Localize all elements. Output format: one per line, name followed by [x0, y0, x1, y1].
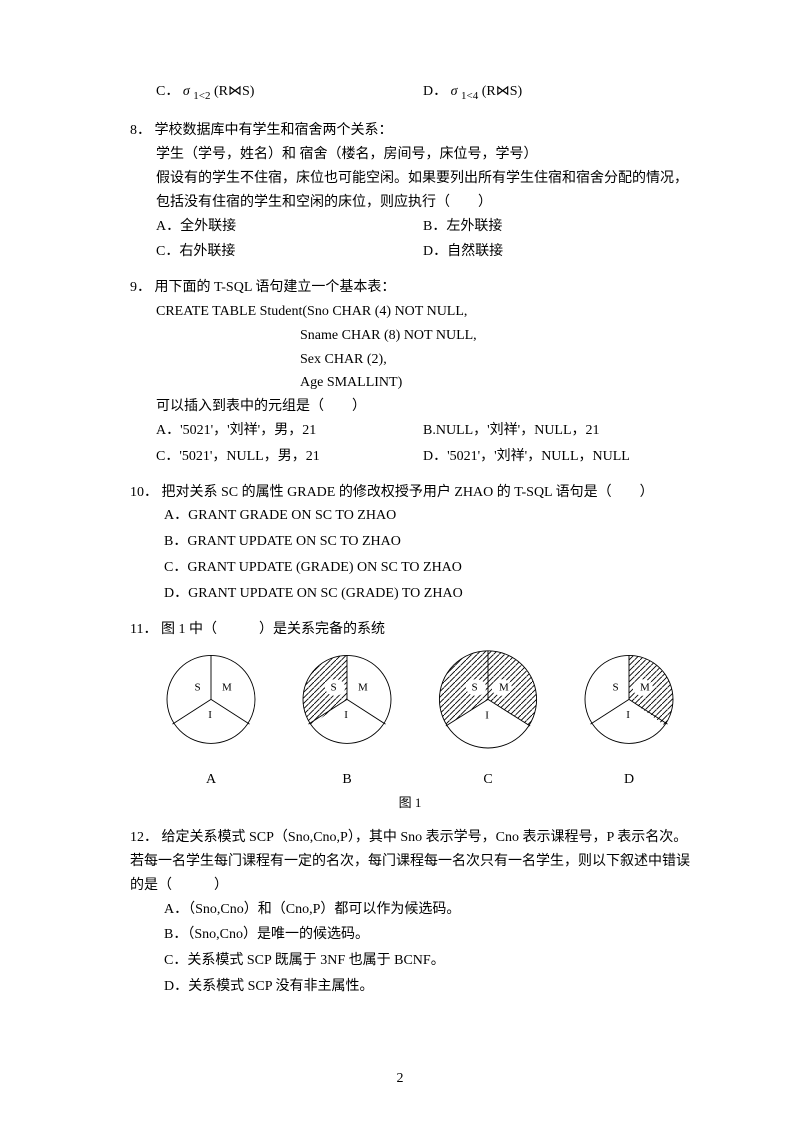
letter-m: M	[358, 682, 368, 694]
q11-number: 11．	[130, 622, 157, 637]
question-11: 11． 图 1 中（ ）是关系完备的系统 S M I A	[130, 618, 690, 814]
q11-text: 图 1 中（ ）是关系完备的系统	[161, 622, 385, 637]
letter-s: S	[613, 682, 619, 694]
q12-options: A．（Sno,Cno）和（Cno,P）都可以作为候选码。 B．（Sno,Cno）…	[164, 898, 690, 999]
q12-opt-a: A．（Sno,Cno）和（Cno,P）都可以作为候选码。	[164, 898, 690, 922]
q9-opt-c: C．'5021'，NULL，男，21	[156, 445, 423, 469]
q7-d-rest: (R⋈S)	[482, 84, 522, 99]
q12-opt-b: B．（Sno,Cno）是唯一的候选码。	[164, 923, 690, 947]
q10-opt-c: C．GRANT UPDATE (GRADE) ON SC TO ZHAO	[164, 556, 690, 580]
question-9: 9． 用下面的 T-SQL 语句建立一个基本表： CREATE TABLE St…	[130, 276, 690, 468]
q7-c-subscript: 1<2	[193, 90, 210, 102]
sigma-symbol: σ	[451, 84, 458, 99]
letter-i: I	[208, 709, 212, 721]
q7-opt-c-prefix: C．	[156, 84, 179, 99]
letter-m: M	[222, 682, 232, 694]
q9-sql-line4: Age SMALLINT)	[300, 371, 690, 395]
q9-sql-line3: Sex CHAR (2),	[300, 348, 690, 372]
q8-line2: 学生（学号，姓名）和 宿舍（楼名，房间号，床位号，学号）	[156, 143, 690, 167]
q10-number: 10．	[130, 485, 158, 500]
q9-sql-line2: Sname CHAR (8) NOT NULL,	[300, 324, 690, 348]
q8-opt-d: D．自然联接	[423, 240, 690, 264]
sigma-symbol: σ	[183, 84, 190, 99]
q10-opt-a: A．GRANT GRADE ON SC TO ZHAO	[164, 504, 690, 528]
venn-icon-b: S M I	[292, 649, 402, 759]
q9-number: 9．	[130, 280, 151, 295]
q8-options: A．全外联接 B．左外联接 C．右外联接 D．自然联接	[156, 215, 690, 265]
q9-line2: 可以插入到表中的元组是（ ）	[156, 395, 690, 419]
q9-text-line1: 用下面的 T-SQL 语句建立一个基本表：	[155, 280, 396, 295]
q9-opt-d: D．'5021'，'刘祥'，NULL，NULL	[423, 445, 690, 469]
q8-text-line1: 学校数据库中有学生和宿舍两个关系：	[155, 123, 393, 138]
q11-label-b: B	[292, 768, 402, 792]
q9-opt-a: A．'5021'，'刘祥'，男，21	[156, 419, 423, 443]
letter-s: S	[195, 682, 201, 694]
q11-label-c: C	[428, 768, 548, 792]
letter-s: S	[472, 682, 478, 694]
q11-label-a: A	[156, 768, 266, 792]
letter-s: S	[331, 682, 337, 694]
q11-diagrams: S M I A	[156, 649, 684, 792]
q7-options-cd: C． σ 1<2 (R⋈S) D． σ 1<4 (R⋈S)	[130, 80, 690, 105]
q8-number: 8．	[130, 123, 151, 138]
q11-diagram-c: S M I C	[428, 649, 548, 792]
q11-diagram-d: S M I D	[574, 649, 684, 792]
q9-sql-line1: CREATE TABLE Student(Sno CHAR (4) NOT NU…	[156, 300, 690, 324]
letter-m: M	[640, 682, 650, 694]
q10-opt-b: B．GRANT UPDATE ON SC TO ZHAO	[164, 530, 690, 554]
q8-opt-c: C．右外联接	[156, 240, 423, 264]
venn-icon-d: S M I	[574, 649, 684, 759]
letter-i: I	[485, 710, 489, 722]
q12-opt-d: D．关系模式 SCP 没有非主属性。	[164, 975, 690, 999]
q7-d-subscript: 1<4	[461, 90, 478, 102]
venn-icon-a: S M I	[156, 649, 266, 759]
q7-opt-d-prefix: D．	[423, 84, 447, 99]
question-8: 8． 学校数据库中有学生和宿舍两个关系： 学生（学号，姓名）和 宿舍（楼名，房间…	[130, 119, 690, 264]
venn-icon-c: S M I	[428, 649, 548, 759]
q11-label-d: D	[574, 768, 684, 792]
q9-options: A．'5021'，'刘祥'，男，21 B.NULL，'刘祥'，NULL，21 C…	[156, 419, 690, 469]
question-10: 10． 把对关系 SC 的属性 GRADE 的修改权授予用户 ZHAO 的 T-…	[130, 481, 690, 606]
q10-options: A．GRANT GRADE ON SC TO ZHAO B．GRANT UPDA…	[164, 504, 690, 605]
letter-m: M	[499, 682, 509, 694]
q8-line3: 假设有的学生不住宿，床位也可能空闲。如果要列出所有学生住宿和宿舍分配的情况，包括…	[156, 167, 690, 215]
q11-figure-caption: 图 1	[130, 792, 690, 814]
q12-text: 给定关系模式 SCP（Sno,Cno,P），其中 Sno 表示学号，Cno 表示…	[130, 830, 690, 893]
q8-opt-a: A．全外联接	[156, 215, 423, 239]
q11-diagram-a: S M I A	[156, 649, 266, 792]
letter-i: I	[344, 709, 348, 721]
q12-number: 12．	[130, 830, 158, 845]
q7-c-rest: (R⋈S)	[214, 84, 254, 99]
question-12: 12． 给定关系模式 SCP（Sno,Cno,P），其中 Sno 表示学号，Cn…	[130, 826, 690, 999]
q10-opt-d: D．GRANT UPDATE ON SC (GRADE) TO ZHAO	[164, 582, 690, 606]
q12-opt-c: C．关系模式 SCP 既属于 3NF 也属于 BCNF。	[164, 949, 690, 973]
page-number: 2	[0, 1067, 800, 1091]
q9-opt-b: B.NULL，'刘祥'，NULL，21	[423, 419, 690, 443]
q8-opt-b: B．左外联接	[423, 215, 690, 239]
letter-i: I	[626, 709, 630, 721]
q11-diagram-b: S M I B	[292, 649, 402, 792]
q10-text: 把对关系 SC 的属性 GRADE 的修改权授予用户 ZHAO 的 T-SQL …	[162, 485, 654, 500]
